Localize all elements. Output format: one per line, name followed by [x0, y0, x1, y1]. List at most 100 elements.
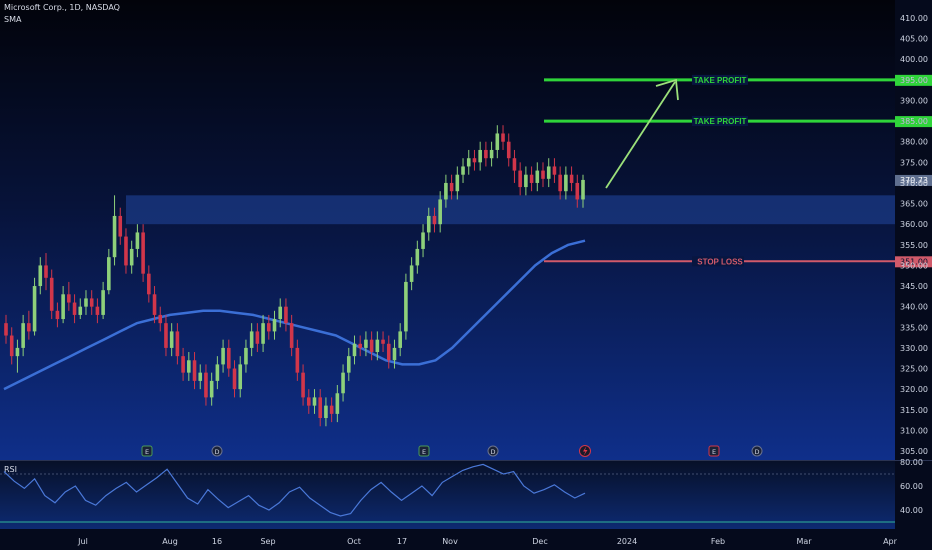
candle [455, 166, 460, 200]
candle-body [261, 323, 265, 344]
candle [209, 372, 214, 406]
candle-body [341, 372, 345, 394]
candle [335, 385, 340, 423]
candle [564, 166, 568, 200]
event-marker[interactable]: E [141, 445, 153, 457]
candle-body [227, 347, 231, 369]
candle [67, 281, 71, 311]
candle [432, 207, 437, 233]
candle [295, 339, 300, 381]
candle [506, 133, 511, 167]
candle-body [141, 232, 145, 274]
candle [392, 339, 397, 369]
price-tick-label: 330.00 [900, 344, 928, 353]
candle [32, 277, 37, 336]
candle-body [546, 166, 551, 179]
candle-body [118, 215, 123, 237]
candle [15, 339, 20, 373]
candle [535, 162, 540, 192]
candle [484, 141, 488, 167]
candle [118, 207, 123, 245]
event-marker[interactable]: D [211, 445, 223, 457]
candle-body [392, 347, 397, 361]
candle-body [278, 306, 283, 320]
candle [409, 257, 414, 291]
take-profit-lower-price-tag-bg [895, 116, 932, 128]
candle [255, 323, 260, 353]
candle [266, 314, 271, 340]
candle [89, 290, 94, 315]
price-tick-label: 305.00 [900, 447, 928, 456]
candle [524, 166, 528, 196]
sma-indicator-label[interactable]: SMA [4, 15, 22, 24]
event-marker[interactable]: D [487, 445, 499, 457]
candle [529, 166, 534, 192]
earnings-marker [418, 445, 430, 457]
candle-body [375, 339, 380, 353]
candle [55, 302, 60, 328]
candle [49, 269, 54, 320]
candle [198, 364, 203, 390]
candle-body [484, 149, 488, 159]
candle [329, 397, 334, 423]
time-tick-label: Dec [532, 537, 547, 546]
candle-body [198, 372, 203, 381]
candle-body [335, 393, 340, 414]
event-marker[interactable]: E [418, 445, 430, 457]
candle [175, 323, 180, 365]
dividend-marker [487, 445, 499, 457]
candle-body [495, 133, 500, 150]
event-marker[interactable] [579, 445, 591, 457]
candle-body [15, 347, 20, 357]
candle [369, 331, 374, 361]
candle-body [38, 265, 43, 287]
candle-body [21, 323, 25, 348]
candle-body [421, 232, 425, 249]
candle [341, 364, 345, 402]
price-tick-label: 325.00 [900, 365, 928, 374]
candle-body [581, 179, 585, 200]
candle [381, 331, 385, 353]
candle [324, 397, 328, 427]
candle-body [84, 298, 88, 307]
time-tick-label: 17 [397, 537, 407, 546]
rsi-tick-label: 60.00 [900, 482, 923, 491]
candle [318, 389, 323, 427]
price-tick-label: 370.00 [900, 179, 928, 188]
event-marker[interactable]: E [708, 445, 720, 457]
event-label: D [490, 448, 495, 456]
candle-body [506, 141, 511, 159]
candle-body [415, 248, 420, 266]
candle-body [272, 319, 277, 332]
candle [112, 195, 117, 266]
candle-body [478, 149, 482, 163]
stop-loss-price-tag-bg [895, 256, 932, 268]
candle-body [32, 286, 37, 332]
candle-body [472, 158, 477, 163]
candle-body [312, 397, 317, 406]
candle-body [455, 174, 460, 192]
candle [21, 314, 25, 357]
event-marker[interactable]: D [751, 445, 763, 457]
rsi-label: RSI [4, 465, 17, 474]
candle-body [324, 405, 328, 419]
candle-body [404, 281, 408, 332]
take-profit-upper-label-bg [692, 74, 748, 85]
candle-body [552, 166, 557, 175]
candle-body [461, 166, 465, 175]
candle [398, 323, 402, 357]
candle-body [255, 331, 260, 344]
candle-body [358, 343, 362, 348]
take-profit-lower-label-bg [692, 116, 748, 127]
candle [232, 360, 237, 398]
price-tick-label: 340.00 [900, 303, 928, 312]
symbol-title[interactable]: Microsoft Corp., 1D, NASDAQ [4, 3, 120, 12]
candle-body [329, 405, 334, 414]
price-tick-label: 395.00 [900, 76, 928, 85]
price-tick-label: 365.00 [900, 200, 928, 209]
candle [44, 253, 48, 291]
candle-body [204, 372, 208, 398]
candle-body [449, 182, 454, 192]
event-label: E [712, 448, 716, 456]
